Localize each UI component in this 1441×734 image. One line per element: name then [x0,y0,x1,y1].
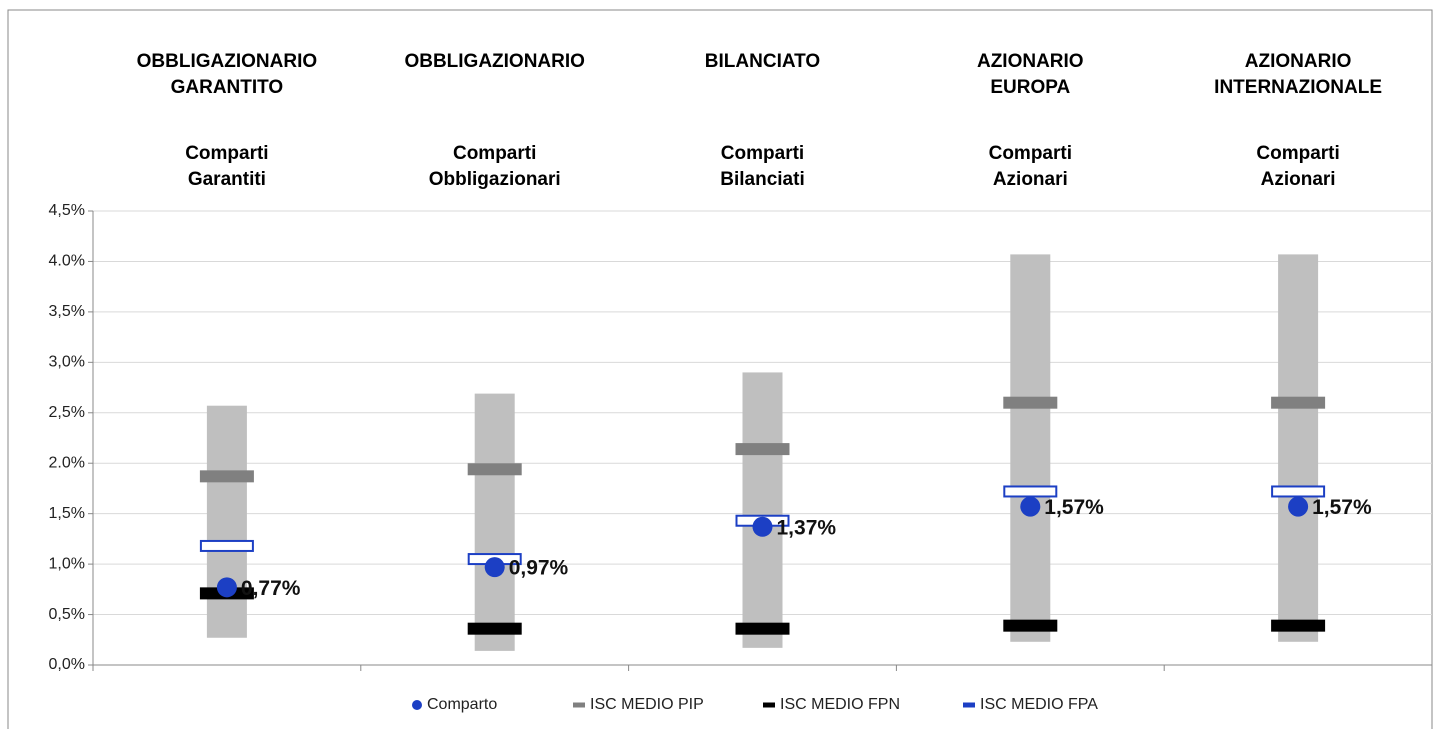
data-label: 1,57% [1312,496,1372,519]
subcategory-label: Comparti Garantiti [185,143,268,190]
y-tick-label: 1,0% [49,555,85,572]
subcategory-label: Comparti Obbligazionari [429,143,561,190]
range-bar [474,393,515,651]
average-marker [1003,485,1058,498]
subcategory-label: Comparti Bilanciati [720,143,804,190]
range-bar [742,372,783,648]
legend-marker [573,702,585,708]
comparto-dot [1288,496,1309,517]
range-bar [206,405,247,638]
legend-label: ISC MEDIO FPA [980,696,1098,713]
average-marker [467,622,522,635]
average-marker [467,463,522,476]
legend-label: ISC MEDIO PIP [590,696,704,713]
y-tick-label: 0,5% [49,606,85,623]
average-marker [1271,485,1326,498]
subcategory-label: Comparti Azionari [1256,143,1339,190]
comparto-dot [752,516,773,537]
legend-marker [412,700,422,710]
data-label: 0,77% [241,577,301,600]
category-label: BILANCIATO [705,51,820,72]
category-label: AZIONARIO INTERNAZIONALE [1214,51,1382,98]
comparto-dot [484,557,505,578]
average-marker [199,470,254,483]
legend-marker [763,702,775,708]
y-tick-label: 4,5% [49,202,85,219]
data-label: 0,97% [509,557,569,580]
category-label: AZIONARIO EUROPA [977,51,1084,98]
average-marker [1271,396,1326,409]
average-marker [735,622,790,635]
data-label: 1,57% [1044,496,1104,519]
comparto-dot [1020,496,1041,517]
average-marker [1003,396,1058,409]
range-bar [1010,254,1051,642]
subcategory-label: Comparti Azionari [989,143,1072,190]
legend-marker [963,702,975,708]
range-bar [1278,254,1319,642]
average-marker [199,539,254,552]
y-tick-label: 2.0% [49,454,85,471]
y-tick-label: 0,0% [49,656,85,673]
average-marker [1003,619,1058,632]
y-tick-label: 3,0% [49,354,85,371]
data-label: 1,37% [777,516,837,539]
y-tick-label: 1,5% [49,505,85,522]
category-label: OBBLIGAZIONARIO [404,51,585,72]
average-marker [735,443,790,456]
average-marker [1271,619,1326,632]
comparto-dot [216,577,237,598]
y-tick-label: 4.0% [49,253,85,270]
y-tick-label: 3,5% [49,303,85,320]
y-tick-label: 2,5% [49,404,85,421]
category-label: OBBLIGAZIONARIO GARANTITO [137,51,318,98]
legend-label: Comparto [427,696,497,713]
chart-frame [7,9,1433,734]
legend-label: ISC MEDIO FPN [780,696,900,713]
